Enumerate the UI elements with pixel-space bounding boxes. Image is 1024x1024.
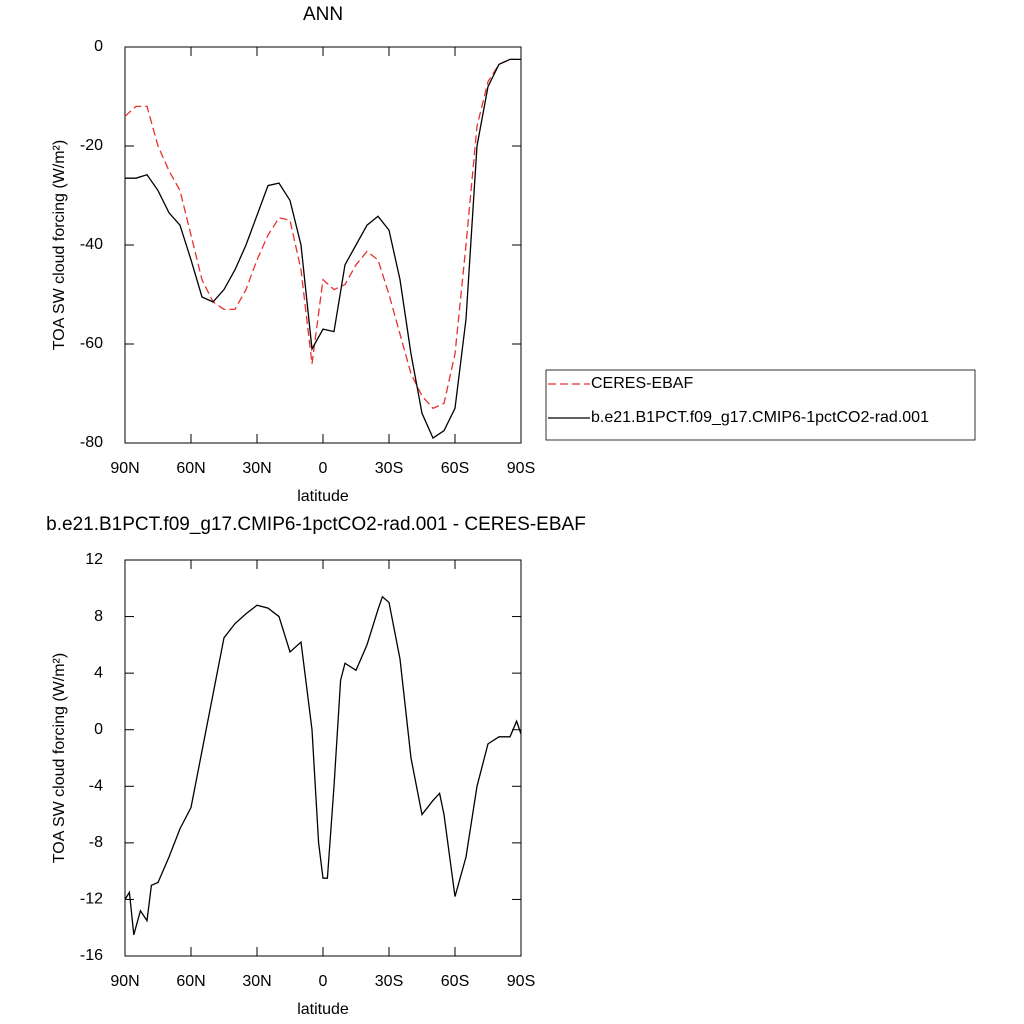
x-tick-label: 90N bbox=[110, 460, 139, 477]
chart-title: ANN bbox=[303, 4, 343, 25]
y-tick-label: -16 bbox=[80, 947, 103, 964]
x-tick-label: 60N bbox=[176, 973, 205, 990]
x-tick-label: 90N bbox=[110, 973, 139, 990]
y-tick-label: -60 bbox=[80, 335, 103, 352]
x-tick-label: 60S bbox=[441, 460, 469, 477]
data-line bbox=[125, 58, 521, 440]
y-tick-label: -8 bbox=[89, 834, 103, 851]
x-tick-label: 30N bbox=[242, 973, 271, 990]
x-tick-label: 90S bbox=[507, 460, 535, 477]
y-axis-label: TOA SW cloud forcing (W/m²) bbox=[51, 140, 68, 350]
y-tick-label: -12 bbox=[80, 891, 103, 908]
data-line bbox=[124, 58, 521, 410]
chart-title: b.e21.B1PCT.f09_g17.CMIP6-1pctCO2-rad.00… bbox=[46, 514, 586, 535]
y-tick-label: -80 bbox=[80, 434, 103, 451]
data-line bbox=[124, 595, 522, 935]
legend-label: CERES-EBAF bbox=[591, 375, 693, 392]
y-tick-label: 8 bbox=[94, 608, 103, 625]
x-tick-label: 90S bbox=[507, 973, 535, 990]
x-tick-label: 0 bbox=[319, 460, 328, 477]
x-tick-label: 60N bbox=[176, 460, 205, 477]
x-tick-label: 30N bbox=[242, 460, 271, 477]
y-tick-label: -40 bbox=[80, 236, 103, 253]
x-axis-label: latitude bbox=[297, 488, 349, 505]
legend-label: b.e21.B1PCT.f09_g17.CMIP6-1pctCO2-rad.00… bbox=[591, 409, 929, 426]
x-tick-label: 60S bbox=[441, 973, 469, 990]
x-tick-label: 0 bbox=[319, 973, 328, 990]
plot-frame bbox=[124, 46, 522, 444]
legend-box bbox=[545, 369, 976, 441]
y-axis-label: TOA SW cloud forcing (W/m²) bbox=[51, 653, 68, 863]
y-tick-label: 0 bbox=[94, 721, 103, 738]
plot-frame bbox=[124, 559, 522, 957]
x-axis-label: latitude bbox=[297, 1001, 349, 1018]
y-tick-label: 0 bbox=[94, 38, 103, 55]
x-tick-label: 30S bbox=[375, 973, 403, 990]
y-tick-label: -4 bbox=[89, 778, 103, 795]
y-tick-label: -20 bbox=[80, 137, 103, 154]
x-tick-label: 30S bbox=[375, 460, 403, 477]
y-tick-label: 12 bbox=[85, 551, 103, 568]
y-tick-label: 4 bbox=[94, 664, 103, 681]
